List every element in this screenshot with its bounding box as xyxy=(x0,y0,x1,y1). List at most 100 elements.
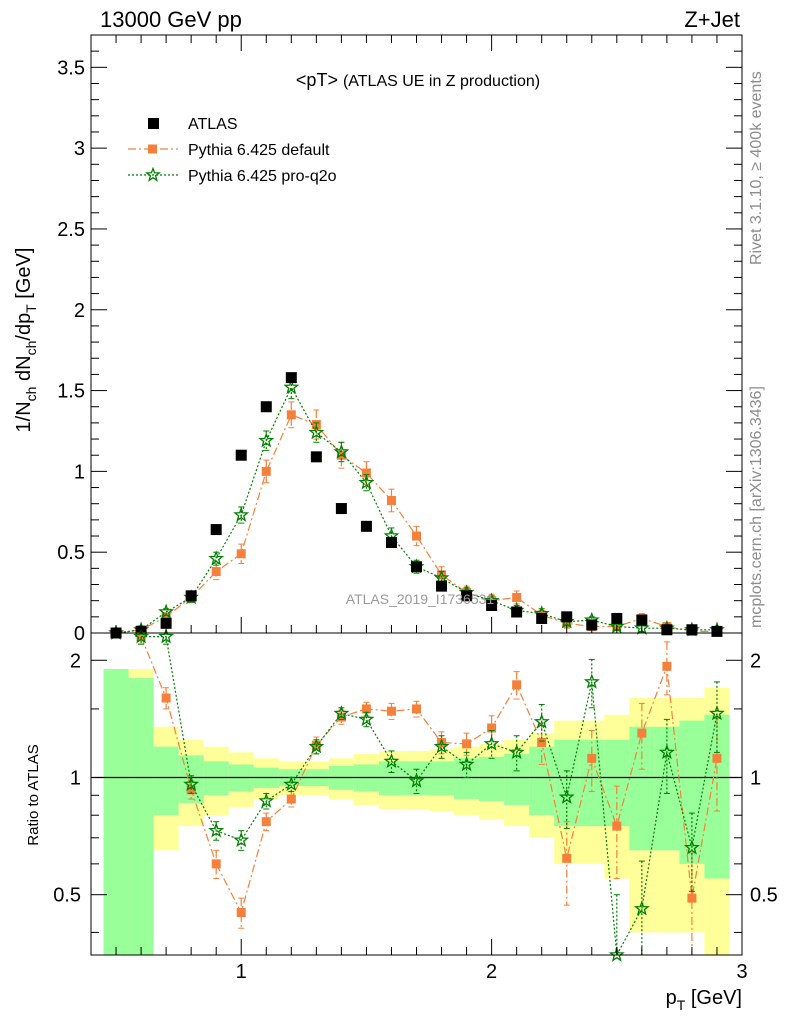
band-green xyxy=(153,746,179,816)
ratio-default-point xyxy=(687,893,697,903)
atlas-point xyxy=(486,600,498,612)
proq2o-point xyxy=(258,432,275,448)
atlas-point xyxy=(461,590,473,602)
default-point xyxy=(386,495,396,505)
ratio-default-point xyxy=(487,723,497,733)
band-green xyxy=(429,761,455,796)
ratio-proq2o-point xyxy=(583,673,600,689)
ratio-default-point xyxy=(361,704,371,714)
x-axis-label: pT [GeV] xyxy=(666,987,742,1013)
ratio-default-point xyxy=(612,821,622,831)
default-point xyxy=(437,570,447,580)
proq2o-point xyxy=(333,443,350,459)
main-y-tick-label: 2 xyxy=(74,300,85,322)
proq2o-point xyxy=(308,424,325,440)
ratio-proq2o-point xyxy=(608,946,625,962)
ratio-proq2o-point xyxy=(283,776,300,792)
ratio-default-point xyxy=(136,632,146,642)
atlas-point xyxy=(586,619,598,631)
atlas-point xyxy=(561,611,573,623)
band-green xyxy=(203,761,229,796)
x-tick-label: 3 xyxy=(736,961,747,983)
atlas-point xyxy=(210,524,222,536)
band-green xyxy=(378,761,404,796)
legend-atlas-label: ATLAS xyxy=(188,116,238,133)
main-y-tick-label: 0.5 xyxy=(57,542,85,564)
proq2o-point xyxy=(208,550,225,566)
ratio-default-point xyxy=(437,737,447,747)
ratio-proq2o-point xyxy=(383,753,400,769)
ratio-default-point xyxy=(211,859,221,869)
atlas-point xyxy=(285,372,297,384)
legend: ATLAS Pythia 6.425 default Pythia 6.425 … xyxy=(128,116,337,185)
ratio-default-point xyxy=(261,817,271,827)
ratio-default-point xyxy=(236,908,246,918)
ratio-default-point xyxy=(562,853,572,863)
main-y-axis-label: 1/Nch dNch/dpT [GeV] xyxy=(13,248,39,433)
plot-title: <pT> (ATLAS UE in Z production) xyxy=(296,70,540,90)
title-main: <pT> xyxy=(296,70,338,90)
side-text-bottom: mcplots.cern.ch [arXiv:1306.3436] xyxy=(748,386,765,628)
legend-proq2o-marker xyxy=(145,166,161,182)
title-sub: (ATLAS UE in Z production) xyxy=(343,73,540,90)
default-point xyxy=(361,468,371,478)
ratio-default-point xyxy=(662,661,672,671)
ratio-proq2o-point xyxy=(658,744,675,760)
ratio-proq2o-point xyxy=(233,831,250,847)
atlas-point xyxy=(511,606,523,618)
watermark: ATLAS_2019_I1736531 xyxy=(346,591,495,607)
atlas-point xyxy=(385,536,397,548)
x-tick-label: 1 xyxy=(236,961,247,983)
main-y-tick-label: 1 xyxy=(74,461,85,483)
ratio-default-point xyxy=(512,680,522,690)
main-y-tick-label: 2.5 xyxy=(57,219,85,241)
ratio-y-axis-label: Ratio to ATLAS xyxy=(25,744,42,845)
ratio-proq2o-point xyxy=(458,756,475,772)
band-green xyxy=(604,739,630,827)
main-y-tick-label: 1.5 xyxy=(57,381,85,403)
ratio-proq2o-point xyxy=(408,772,425,788)
atlas-point xyxy=(360,520,372,532)
ratio-default-point xyxy=(537,737,547,747)
ratio-plot xyxy=(91,628,742,962)
atlas-point xyxy=(160,617,172,629)
default-point xyxy=(211,567,221,577)
ratio-y-tick-label: 1 xyxy=(70,767,81,789)
ratio-y-tick-label-right: 1 xyxy=(750,767,761,789)
main-y-tick-label: 3.5 xyxy=(57,57,85,79)
ratio-proq2o-point xyxy=(333,705,350,721)
legend-atlas-marker xyxy=(148,118,159,129)
ratio-proq2o-point xyxy=(683,839,700,855)
ratio-default-point xyxy=(286,794,296,804)
ratio-y-tick-label-right: 0.5 xyxy=(750,885,778,907)
ratio-proq2o-point xyxy=(358,711,375,727)
ratio-proq2o-point xyxy=(558,788,575,804)
ratio-proq2o-point xyxy=(158,628,175,644)
ratio-default-point xyxy=(412,704,421,714)
x-tick-label: 2 xyxy=(486,961,497,983)
atlas-point xyxy=(235,449,247,461)
proq2o-point xyxy=(283,378,300,395)
atlas-point xyxy=(260,401,272,413)
legend-star-shape xyxy=(145,166,161,182)
header-left: 13000 GeV pp xyxy=(100,7,242,32)
ratio-proq2o-point xyxy=(633,900,650,916)
default-point xyxy=(261,466,271,476)
main-y-tick-label: 3 xyxy=(74,138,85,160)
header-right: Z+Jet xyxy=(684,7,740,32)
ratio-proq2o-point xyxy=(433,738,450,754)
ratio-default-point xyxy=(462,739,472,749)
ratio-default-point xyxy=(712,753,722,763)
atlas-point xyxy=(536,612,548,624)
ratio-proq2o-point xyxy=(183,776,200,792)
atlas-point xyxy=(436,580,448,592)
ratio-default-point xyxy=(587,753,597,763)
ratio-default-point xyxy=(637,728,647,738)
side-text-top: Rivet 3.1.10, ≥ 400k events xyxy=(748,71,765,265)
ratio-y-tick-label: 0.5 xyxy=(53,885,81,907)
default-point xyxy=(512,592,522,602)
band-green xyxy=(629,726,655,851)
ratio-default-point xyxy=(161,693,171,703)
ratio-frame xyxy=(90,632,743,956)
